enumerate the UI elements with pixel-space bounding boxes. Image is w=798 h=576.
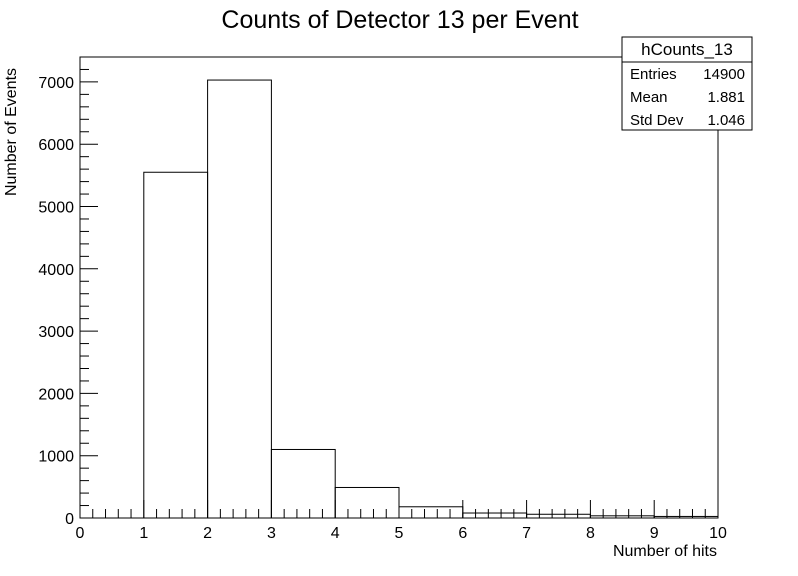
stats-box-frame <box>621 36 753 131</box>
x-tick-label: 1 <box>139 525 148 542</box>
stats-stddev-label: Std Dev <box>630 112 684 129</box>
x-tick-label: 10 <box>709 525 727 542</box>
histogram-series <box>143 79 719 519</box>
histogram-bin <box>270 448 336 519</box>
histogram-bin <box>398 506 464 519</box>
histogram-bin <box>589 515 655 519</box>
y-tick-label: 6000 <box>38 137 74 154</box>
histogram-bin <box>143 171 209 519</box>
stats-mean-value: 1.881 <box>707 89 745 106</box>
y-axis: 0 1000 2000 3000 4000 5000 6000 7000 <box>38 56 98 528</box>
x-tick-label: 2 <box>203 525 212 542</box>
stats-mean-label: Mean <box>630 89 668 106</box>
y-tick-label: 1000 <box>38 449 74 466</box>
histogram-bin <box>526 513 591 519</box>
stats-stddev-value: 1.046 <box>707 112 745 129</box>
x-tick-label: 6 <box>458 525 467 542</box>
x-tick-label: 4 <box>331 525 340 542</box>
y-tick-label: 4000 <box>38 262 74 279</box>
histogram-bin <box>207 79 272 519</box>
stats-entries-label: Entries <box>630 66 677 83</box>
x-tick-label: 9 <box>650 525 659 542</box>
stats-entries-value: 14900 <box>703 66 745 83</box>
histogram-bin <box>653 515 719 519</box>
x-tick-label: 5 <box>395 525 404 542</box>
x-axis-label: Number of hits <box>613 543 717 560</box>
stats-box-title: hCounts_13 <box>641 40 733 59</box>
y-tick-label: 2000 <box>38 386 74 403</box>
y-tick-label: 0 <box>65 511 74 528</box>
x-tick-label: 0 <box>76 525 85 542</box>
histogram-bin <box>462 512 528 519</box>
x-tick-label: 3 <box>267 525 276 542</box>
histogram-bin <box>334 486 400 519</box>
x-tick-label: 7 <box>522 525 531 542</box>
y-axis-label: Number of Events <box>3 68 20 196</box>
chart-title: Counts of Detector 13 per Event <box>221 6 578 34</box>
y-tick-label: 5000 <box>38 200 74 217</box>
stats-box: hCounts_13 Entries 14900 Mean 1.881 Std … <box>621 36 753 131</box>
y-tick-label: 3000 <box>38 324 74 341</box>
x-tick-label: 8 <box>586 525 595 542</box>
y-tick-label: 7000 <box>38 75 74 92</box>
